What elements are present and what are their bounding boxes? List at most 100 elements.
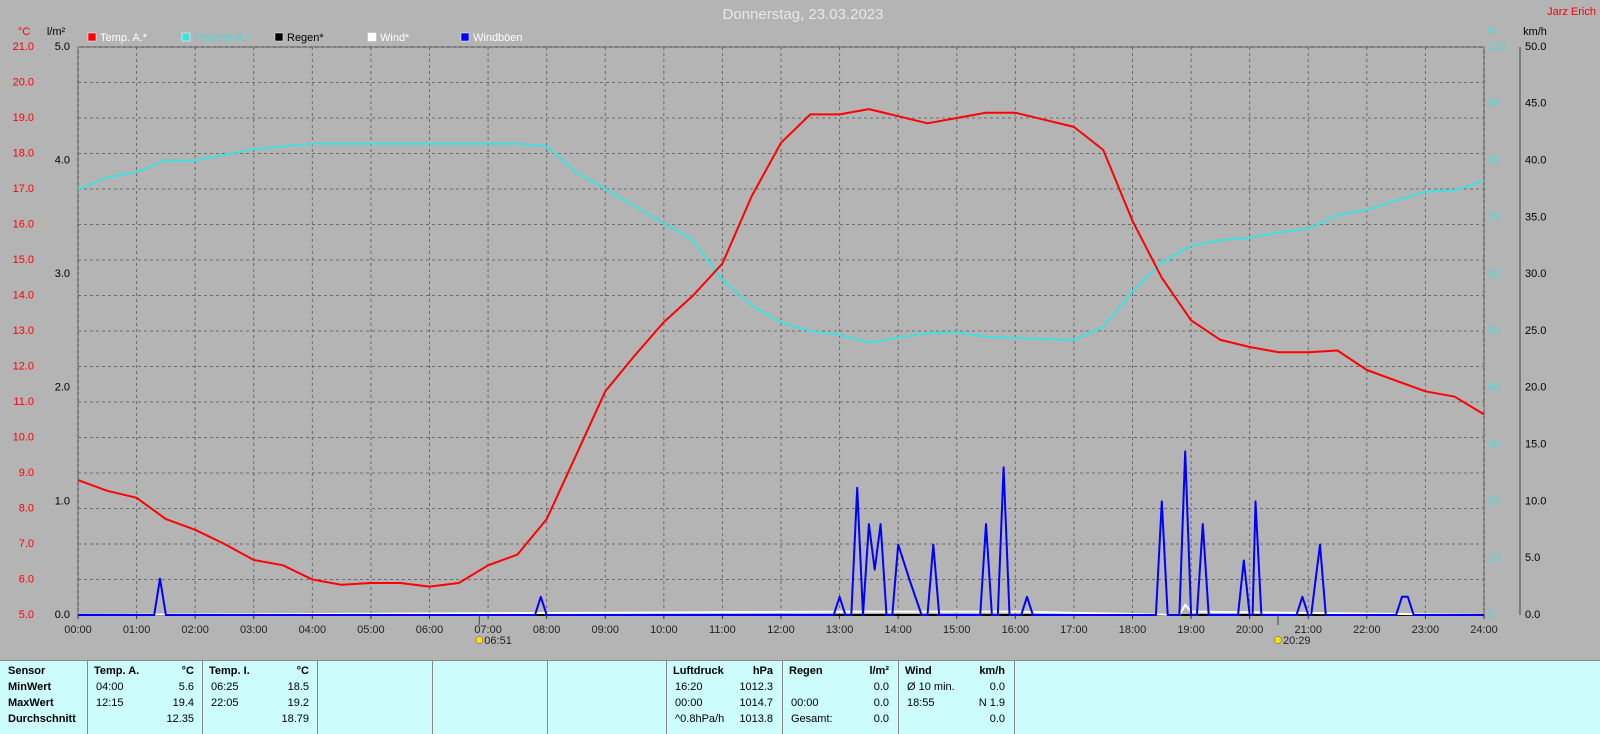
table-cell: Gesamt:: [791, 713, 833, 725]
y-tick-label: 60: [1488, 268, 1500, 280]
x-tick-label: 01:00: [123, 624, 151, 636]
x-tick-label: 13:00: [826, 624, 854, 636]
x-tick-label: 00:00: [64, 624, 92, 636]
sun-time: 06:51: [484, 635, 512, 647]
y-tick-label: 14.0: [13, 289, 34, 301]
x-tick-label: 23:00: [1412, 624, 1440, 636]
y-tick-label: 0: [1488, 609, 1494, 621]
y-tick-label: 50.0: [1525, 41, 1546, 53]
y-tick-label: 0.0: [55, 609, 70, 621]
legend-label: Temp. A.*: [100, 32, 148, 44]
table-cell: 00:00: [791, 697, 819, 709]
sun-icon: [475, 636, 484, 644]
y-tick-label: 1.0: [55, 495, 70, 507]
column-separator: [898, 661, 899, 734]
x-tick-label: 17:00: [1060, 624, 1088, 636]
y-tick-label: 9.0: [19, 467, 34, 479]
y-tick-label: 80: [1488, 155, 1500, 167]
x-tick-label: 05:00: [357, 624, 385, 636]
x-tick-label: 14:00: [884, 624, 912, 636]
table-cell: 16:20: [675, 681, 703, 693]
x-tick-label: 07:00: [474, 624, 502, 636]
legend-swatch: [87, 32, 97, 42]
y-tick-label: 6.0: [19, 573, 34, 585]
y-tick-label: 5.0: [19, 609, 34, 621]
table-cell: 0.0: [989, 713, 1005, 725]
y-tick-label: 30.0: [1525, 268, 1546, 280]
table-cell: 19.2: [287, 697, 309, 709]
table-cell: 0.0: [873, 713, 889, 725]
legend-swatch: [367, 32, 377, 42]
x-tick-label: 08:00: [533, 624, 561, 636]
table-cell: MaxWert: [8, 697, 54, 709]
y-tick-label: 40.0: [1525, 155, 1546, 167]
table-cell: N 1.9: [978, 697, 1005, 709]
x-tick-label: 04:00: [299, 624, 327, 636]
column-separator: [782, 661, 783, 734]
x-tick-label: 19:00: [1177, 624, 1205, 636]
table-cell: km/h: [979, 665, 1005, 677]
x-tick-label: 20:00: [1236, 624, 1264, 636]
table-cell: MinWert: [8, 681, 52, 693]
x-tick-label: 22:00: [1353, 624, 1381, 636]
table-cell: Sensor: [8, 665, 46, 677]
column-separator: [1014, 661, 1015, 734]
table-cell: ^0.8hPa/h: [675, 713, 725, 725]
table-cell: Wind: [905, 665, 932, 677]
column-separator: [87, 661, 88, 734]
y-tick-label: 3.0: [55, 268, 70, 280]
y-tick-label: 11.0: [13, 396, 34, 408]
x-tick-label: 11:00: [709, 624, 736, 636]
y-tick-label: 8.0: [19, 502, 34, 514]
y-tick-label: 5.0: [55, 41, 70, 53]
x-tick-label: 15:00: [943, 624, 971, 636]
y-tick-label: 40: [1488, 382, 1500, 394]
table-cell: 5.6: [178, 681, 194, 693]
series-line: [77, 108, 1485, 588]
y-tick-label: 4.0: [55, 155, 70, 167]
legend-label: Windböen: [473, 32, 523, 44]
sun-icon: [1274, 636, 1282, 644]
table-cell: 12:15: [96, 697, 124, 709]
y-tick-label: 18.0: [13, 147, 34, 159]
y-tick-label: 10.0: [1525, 495, 1546, 507]
y-tick-label: 0.0: [1525, 609, 1540, 621]
axis-unit: l/m²: [47, 26, 66, 38]
y-tick-label: 50: [1488, 325, 1500, 337]
legend-swatch: [181, 32, 191, 42]
table-cell: Regen: [789, 665, 823, 677]
table-cell: Temp. I.: [209, 665, 250, 677]
series-line: [78, 450, 1484, 616]
y-tick-label: 70: [1488, 211, 1500, 223]
y-tick-label: 25.0: [1525, 325, 1546, 337]
y-tick-label: 20.0: [1525, 382, 1546, 394]
y-tick-label: 10: [1488, 552, 1500, 564]
sun-time: 20:29: [1283, 635, 1311, 647]
axis-unit: %: [1487, 26, 1497, 38]
table-cell: Temp. A.: [94, 665, 140, 677]
y-tick-label: 16.0: [13, 218, 34, 230]
table-cell: °C: [296, 665, 309, 677]
y-tick-label: 20: [1488, 495, 1500, 507]
table-cell: 18:55: [907, 697, 935, 709]
x-tick-label: 03:00: [240, 624, 268, 636]
axis-unit: °C: [18, 26, 30, 38]
chart-title: Donnerstag, 23.03.2023: [723, 6, 884, 23]
y-tick-label: 12.0: [13, 360, 34, 372]
x-tick-label: 10:00: [650, 624, 678, 636]
table-cell: 1013.8: [739, 713, 773, 725]
table-cell: Durchschnitt: [8, 713, 76, 725]
series-line: [77, 603, 1485, 616]
table-cell: Luftdruck: [673, 665, 724, 677]
table-cell: 04:00: [96, 681, 124, 693]
x-tick-label: 02:00: [181, 624, 209, 636]
y-tick-label: 15.0: [13, 254, 34, 266]
y-tick-label: 2.0: [55, 382, 70, 394]
axis-unit: km/h: [1523, 26, 1547, 38]
table-cell: hPa: [752, 665, 773, 677]
y-tick-label: 7.0: [19, 538, 34, 550]
y-tick-label: 20.0: [13, 76, 34, 88]
y-tick-label: 19.0: [13, 112, 34, 124]
table-cell: 1014.7: [739, 697, 773, 709]
